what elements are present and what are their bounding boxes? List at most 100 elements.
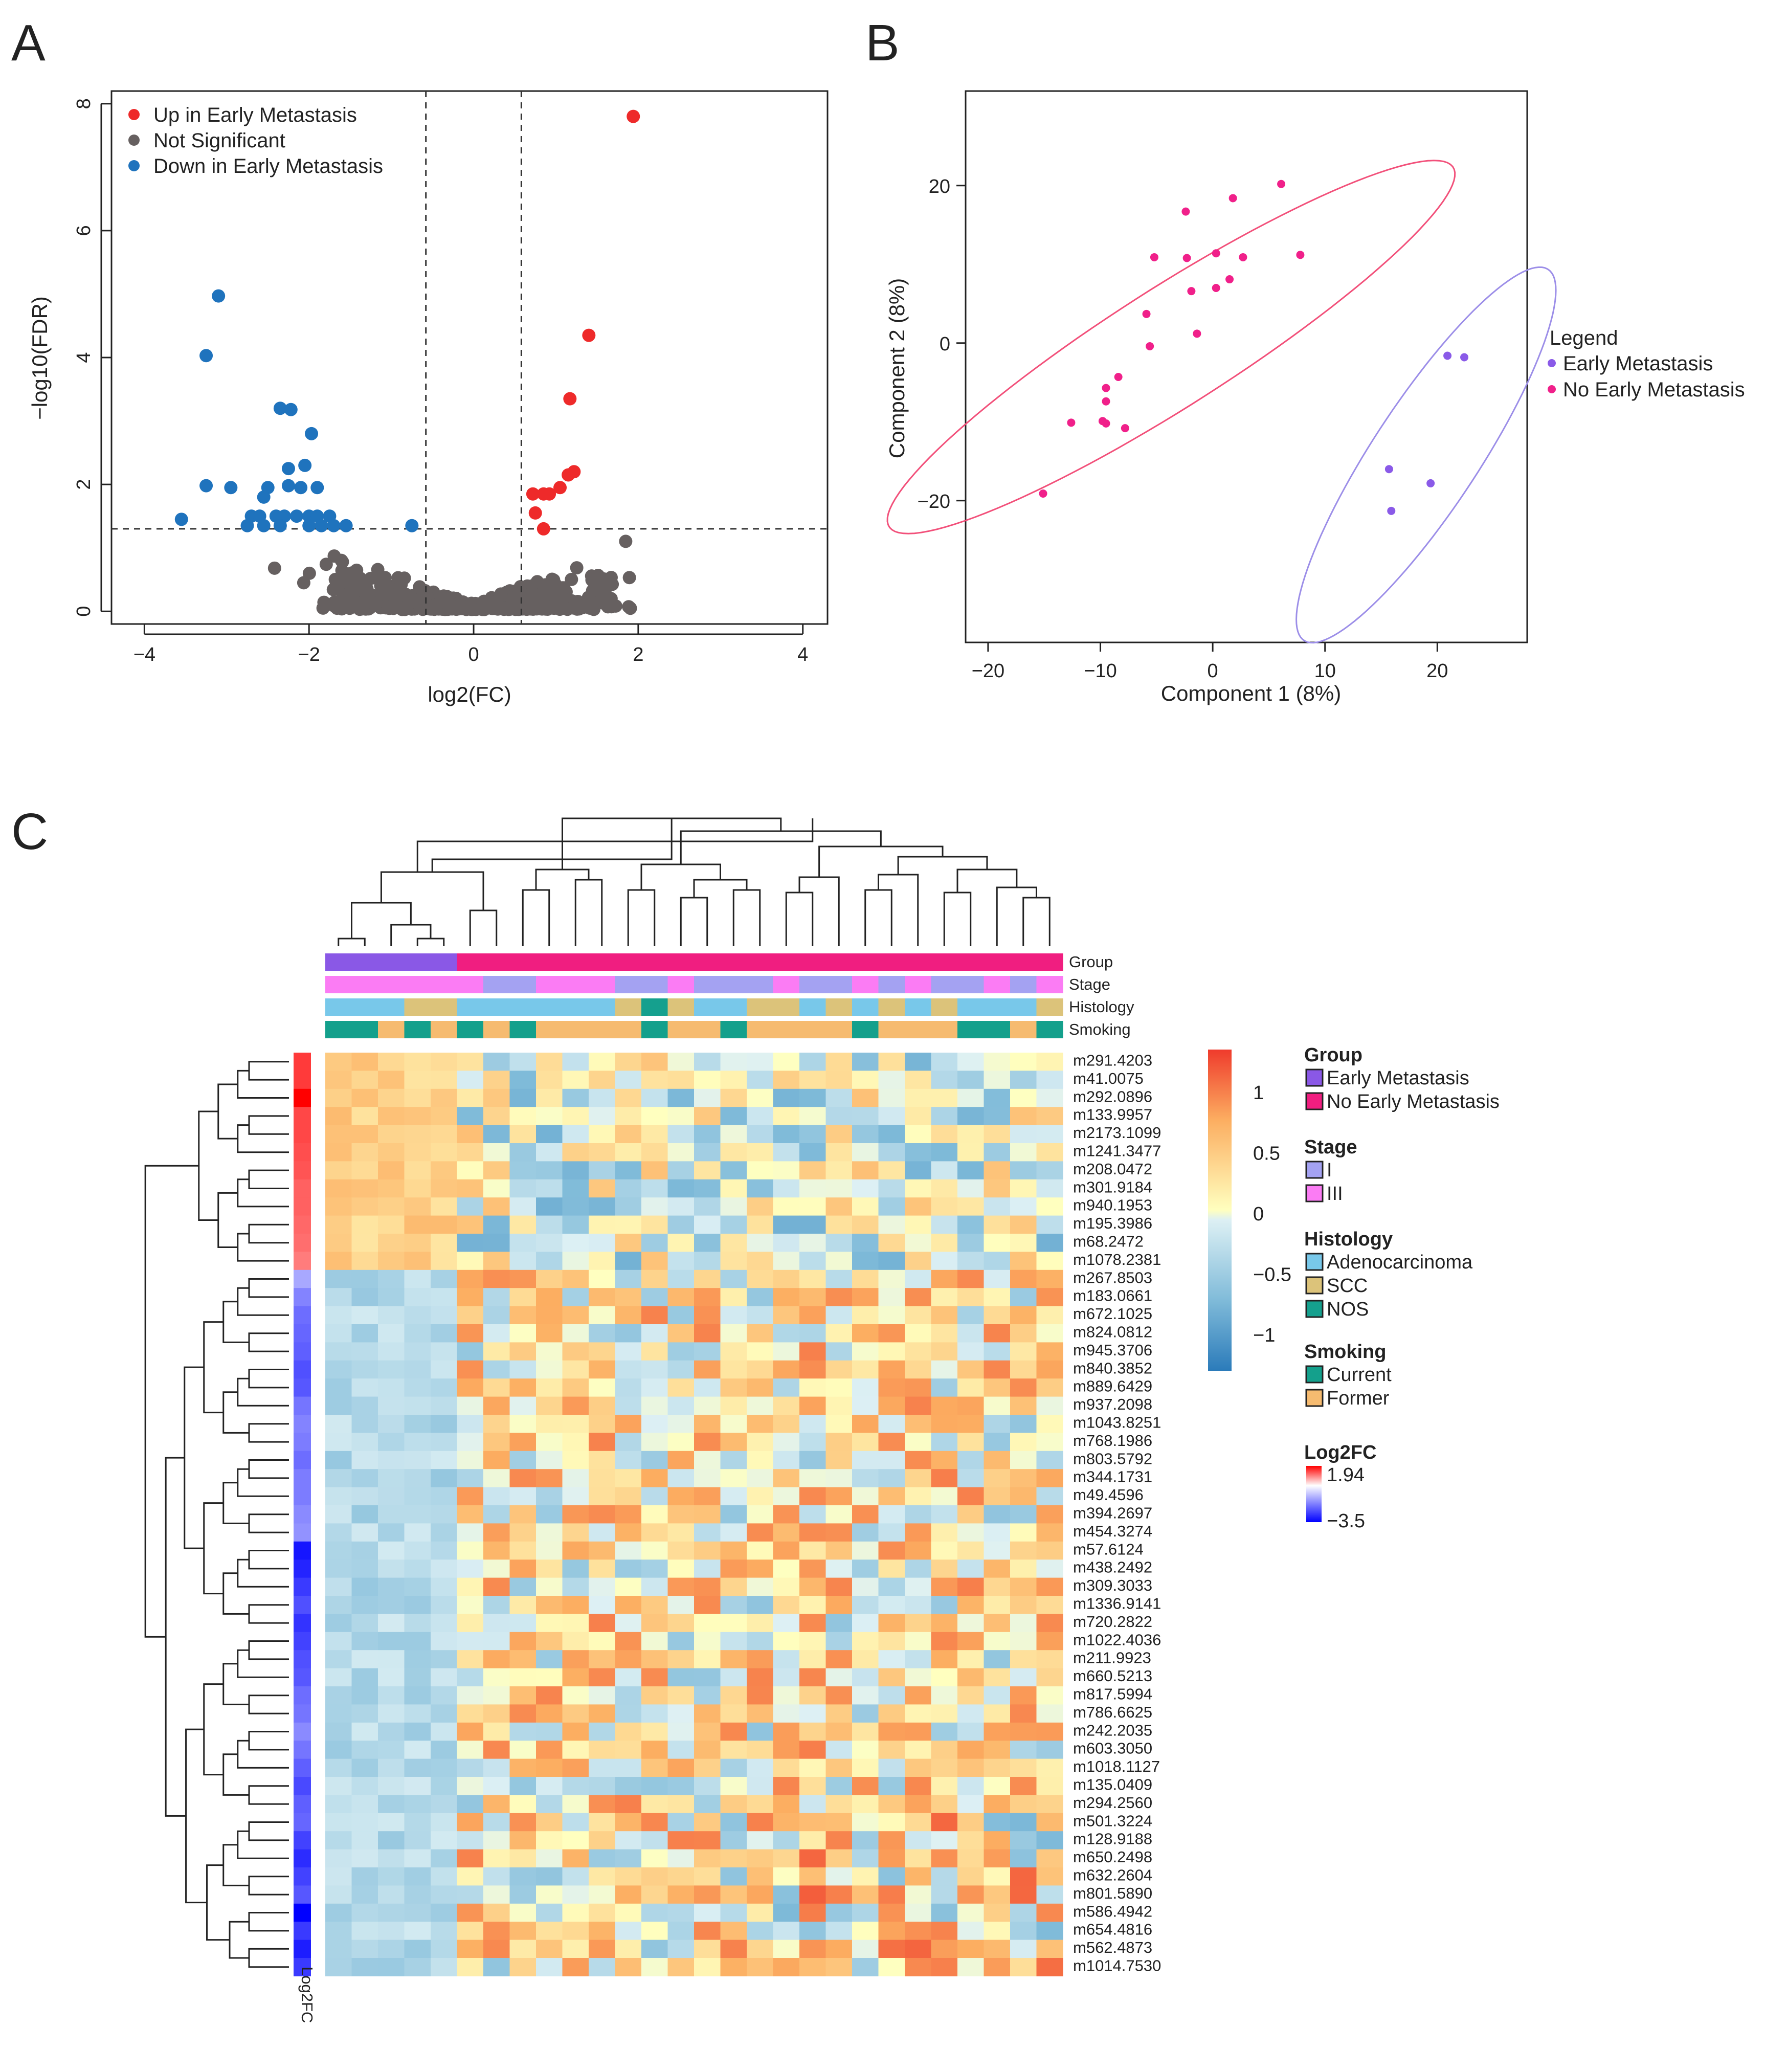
- heatmap-cell: [589, 1577, 616, 1596]
- heatmap-cell: [667, 1107, 695, 1126]
- annotation-cell: [325, 953, 352, 971]
- heatmap-cell: [351, 1559, 378, 1578]
- row-label: m937.2098: [1073, 1395, 1152, 1413]
- heatmap-cell: [351, 1451, 378, 1469]
- heatmap-cell: [325, 1451, 352, 1469]
- component-legend: Legend Early Metastasis No Early Metasta…: [1548, 327, 1745, 401]
- heatmap-cell: [773, 1415, 800, 1433]
- heatmap-cell: [878, 1541, 905, 1560]
- heatmap-cell: [957, 1831, 985, 1850]
- dendrogram-branch: [237, 1740, 289, 1769]
- up-point: [526, 487, 540, 501]
- down-point: [302, 519, 316, 532]
- heatmap-cell: [931, 1885, 958, 1904]
- heatmap-cell: [536, 1107, 563, 1126]
- heatmap-cell: [351, 1071, 378, 1089]
- heatmap-cell: [694, 1559, 721, 1578]
- heatmap-cell: [351, 1922, 378, 1941]
- heatmap-cell: [747, 1704, 774, 1723]
- heatmap-cell: [1036, 1215, 1063, 1234]
- heatmap-cell: [562, 1269, 589, 1288]
- heatmap-cell: [825, 1777, 853, 1795]
- heatmap-cell: [457, 1741, 484, 1759]
- heatmap-cell: [694, 1161, 721, 1180]
- row-log2fc-cell: [294, 1288, 311, 1307]
- heatmap-cell: [984, 1577, 1011, 1596]
- heatmap-cell: [483, 1342, 510, 1361]
- heatmap-cell: [325, 1288, 352, 1307]
- heatmap-cell: [404, 1161, 431, 1180]
- nonsig-point: [413, 580, 427, 594]
- heatmap-cell: [852, 1215, 879, 1234]
- heatmap-cell: [483, 1215, 510, 1234]
- row-log2fc-cell: [294, 1922, 311, 1941]
- heatmap-cell: [457, 1614, 484, 1633]
- row-log2fc-cell: [294, 1215, 311, 1234]
- heatmap-cell: [509, 1722, 537, 1741]
- heatmap-cell: [536, 1197, 563, 1216]
- heatmap-cell: [615, 1741, 642, 1759]
- heatmap-cell: [694, 1758, 721, 1777]
- heatmap-cell: [615, 1215, 642, 1234]
- heatmap-cell: [799, 1252, 826, 1271]
- heatmap-cell: [799, 1143, 826, 1162]
- heatmap-cell: [615, 1596, 642, 1614]
- heatmap-cell: [694, 1433, 721, 1452]
- heatmap-cell: [957, 1722, 985, 1741]
- heatmap-cell: [615, 1143, 642, 1162]
- heatmap-cell: [694, 1215, 721, 1234]
- heatmap-cell: [404, 1650, 431, 1669]
- heatmap-cell: [773, 1704, 800, 1723]
- component-point: [1296, 251, 1305, 259]
- heatmap-cell: [562, 1469, 589, 1488]
- heatmap-cell: [799, 1215, 826, 1234]
- down-point: [257, 519, 271, 532]
- heatmap-cell: [509, 1252, 537, 1271]
- heatmap-cell: [641, 1505, 668, 1524]
- heatmap-cell: [1036, 1831, 1063, 1850]
- heatmap-cell: [720, 1269, 747, 1288]
- heatmap-cell: [536, 1867, 563, 1886]
- heatmap-cell: [905, 1650, 932, 1669]
- heatmap-cell: [325, 1107, 352, 1126]
- heatmap-cell: [457, 1071, 484, 1089]
- heatmap-cell: [536, 1360, 563, 1379]
- heatmap-cell: [325, 1813, 352, 1832]
- annotation-cell: [878, 976, 905, 993]
- heatmap-cell: [905, 1179, 932, 1198]
- annotation-cell: [431, 953, 458, 971]
- heatmap-cells: [325, 1053, 1063, 1976]
- heatmap-cell: [457, 1215, 484, 1234]
- heatmap-cell: [799, 1487, 826, 1506]
- heatmap-cell: [641, 1053, 668, 1071]
- heatmap-cell: [483, 1143, 510, 1162]
- heatmap-cell: [1036, 1722, 1063, 1741]
- annotation-cell: [1036, 953, 1063, 971]
- panel-label-b: B: [865, 14, 900, 72]
- dendrogram-branch: [416, 938, 445, 946]
- heatmap-cell: [799, 1360, 826, 1379]
- row-label: m672.1025: [1073, 1305, 1152, 1323]
- heatmap-cell: [773, 1197, 800, 1216]
- heatmap-cell: [509, 1197, 537, 1216]
- column-dendrogram: [338, 817, 1051, 946]
- heatmap-cell: [615, 1614, 642, 1633]
- heatmap-cell: [878, 1596, 905, 1614]
- heatmap-cell: [931, 1541, 958, 1560]
- heatmap-cell: [404, 1758, 431, 1777]
- heatmap-cell: [404, 1360, 431, 1379]
- up-point: [627, 109, 640, 123]
- heatmap-cell: [325, 1777, 352, 1795]
- heatmap-cell: [457, 1306, 484, 1325]
- annotation-cell: [404, 998, 431, 1016]
- heatmap-cell: [615, 1234, 642, 1252]
- heatmap-cell: [905, 1577, 932, 1596]
- annotation-cell: [931, 976, 958, 993]
- heatmap-cell: [667, 1378, 695, 1397]
- heatmap-cell: [431, 1269, 458, 1288]
- heatmap-cell: [667, 1849, 695, 1868]
- colorbar-tick-label: −0.5: [1253, 1264, 1291, 1285]
- heatmap-cell: [747, 1777, 774, 1795]
- row-label: m133.9957: [1073, 1106, 1152, 1124]
